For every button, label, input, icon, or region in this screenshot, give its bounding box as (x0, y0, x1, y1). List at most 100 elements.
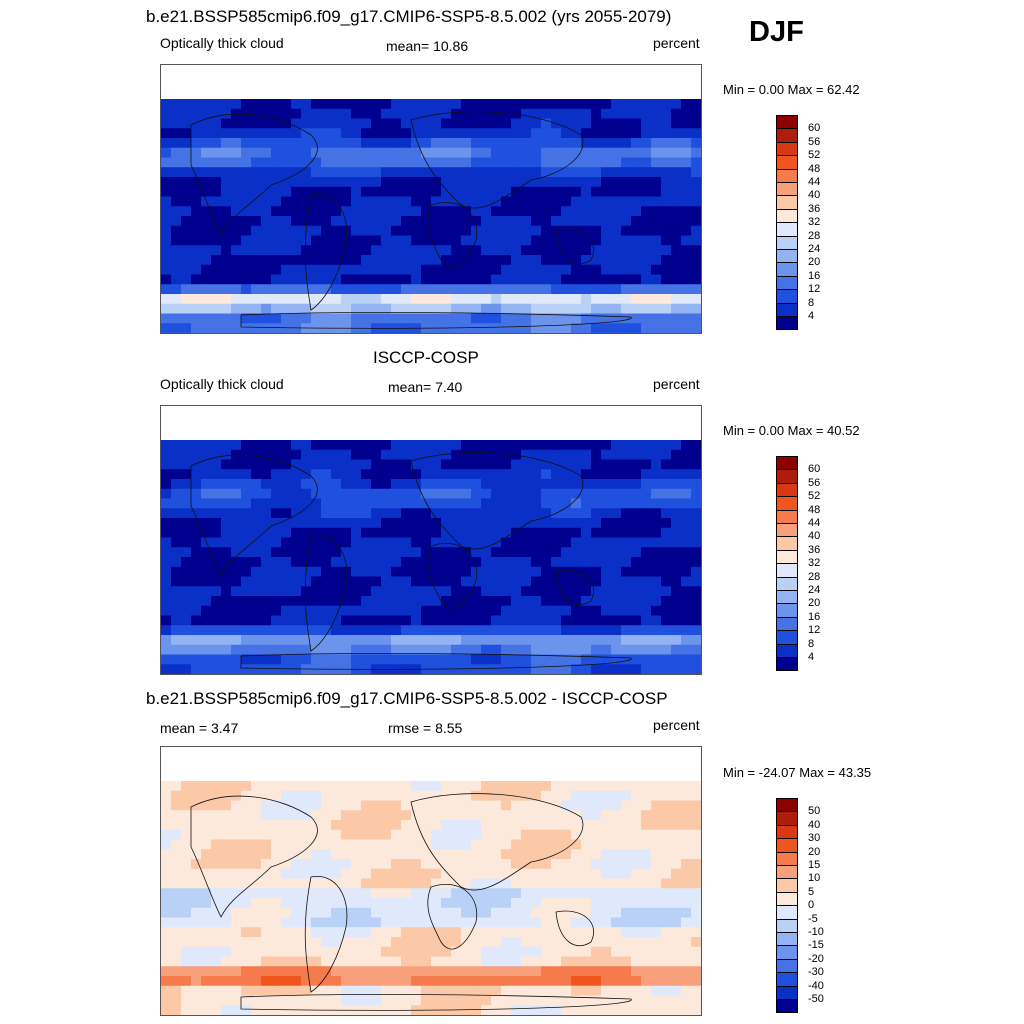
coastline (427, 884, 478, 950)
panel-3-minmax: Min = -24.07 Max = 43.35 (723, 765, 872, 780)
colorbar-box (776, 222, 798, 237)
colorbar-tick-label: 36 (808, 202, 821, 215)
colorbar-box (776, 985, 798, 1000)
colorbar-box (776, 972, 798, 987)
colorbar-box (776, 798, 798, 812)
colorbar-tick-label: -30 (808, 966, 824, 979)
colorbar-tick-label: 56 (808, 476, 821, 489)
colorbar-box (776, 918, 798, 933)
colorbar-tick-label: -10 (808, 926, 824, 938)
season-label: DJF (749, 16, 804, 48)
colorbar-box (776, 523, 798, 537)
colorbar-box (776, 275, 798, 290)
colorbar-tick-label: 28 (808, 229, 821, 242)
panel-1-variable-label: Optically thick cloud (160, 35, 284, 51)
colorbar-box (776, 289, 798, 304)
coastline (555, 569, 594, 606)
colorbar-tick-label: 10 (808, 872, 821, 885)
colorbar-box (776, 657, 798, 671)
colorbar-box (776, 824, 798, 839)
panel-3-units-label: percent (653, 717, 700, 733)
panel-2-minmax: Min = 0.00 Max = 40.52 (723, 423, 860, 438)
colorbar-box (776, 469, 798, 484)
colorbar-box (776, 630, 798, 645)
coastline (240, 993, 632, 1011)
colorbar-tick-label: 40 (808, 189, 821, 202)
panel-2-variable-label: Optically thick cloud (160, 376, 284, 392)
colorbar-tick-label: 5 (808, 885, 815, 898)
colorbar-tick-label: 12 (808, 283, 821, 296)
colorbar-tick-label: 32 (808, 216, 821, 229)
coastline (410, 452, 584, 550)
colorbar-tick-label: 36 (808, 543, 821, 556)
colorbar-tick-label: 48 (808, 162, 821, 175)
diff-map (160, 746, 702, 1016)
colorbar-box (776, 838, 798, 853)
coastline (304, 875, 348, 993)
coastline (410, 793, 584, 891)
colorbar-box (776, 482, 798, 497)
colorbar-box (776, 878, 798, 893)
model-map (160, 64, 702, 334)
panel-3-mean-label: mean = 3.47 (160, 720, 239, 736)
panel-1-title: b.e21.BSSP585cmip6.f09_g17.CMIP6-SSP5-8.… (146, 7, 672, 26)
colorbar-box (776, 235, 798, 250)
panel-1-units-label: percent (653, 35, 700, 51)
coastline (410, 111, 584, 209)
colorbar-box (776, 549, 798, 564)
colorbar-tick-label: 50 (808, 805, 821, 818)
panel-2-title: ISCCP-COSP (373, 348, 479, 367)
colorbar-box (776, 865, 798, 879)
panel-1-mean-label: mean= 10.86 (386, 38, 469, 54)
colorbar-box (776, 891, 798, 906)
colorbar-tick-label: 30 (808, 832, 821, 845)
colorbar-box (776, 208, 798, 223)
colorbar-tick-label: 44 (808, 176, 821, 188)
colorbar-box (776, 128, 798, 143)
colorbar-box (776, 456, 798, 470)
colorbar-tick-label: 28 (808, 570, 821, 583)
colorbar-tick-label: 16 (808, 610, 821, 623)
colorbar-box (776, 262, 798, 277)
coastline (555, 228, 594, 265)
colorbar-box (776, 182, 798, 196)
coastline (240, 652, 632, 670)
obs-map (160, 405, 702, 675)
colorbar-tick-label: 60 (808, 463, 821, 476)
colorbar-tick-label: 20 (808, 597, 821, 610)
colorbar-tick-label: 32 (808, 557, 821, 570)
colorbar-box (776, 958, 798, 973)
colorbar-box (776, 141, 798, 156)
colorbar-tick-label: 56 (808, 135, 821, 148)
colorbar-box (776, 905, 798, 920)
colorbar-box (776, 590, 798, 604)
colorbar-tick-label: -5 (808, 912, 818, 925)
colorbar-tick-label: -15 (808, 939, 824, 952)
colorbar-box (776, 249, 798, 263)
colorbar-tick-label: 48 (808, 503, 821, 516)
colorbar-box (776, 195, 798, 210)
colorbar-tick-label: 60 (808, 122, 821, 135)
colorbar-box (776, 563, 798, 578)
colorbar-box (776, 536, 798, 551)
colorbar-tick-label: 16 (808, 269, 821, 282)
colorbar-tick-label: 52 (808, 149, 821, 162)
coastline (190, 795, 318, 918)
colorbar-box (776, 496, 798, 511)
coastline (427, 202, 478, 268)
colorbar-tick-label: -20 (808, 952, 824, 965)
panel-3-rmse-label: rmse = 8.55 (388, 720, 463, 736)
colorbar-tick-label: 4 (808, 310, 815, 322)
colorbar-box (776, 316, 798, 330)
colorbar-box (776, 155, 798, 170)
colorbar-box (776, 302, 798, 317)
colorbar-box (776, 509, 798, 524)
colorbar-box (776, 616, 798, 631)
coastline (240, 311, 632, 329)
colorbar-tick-label: 12 (808, 624, 821, 637)
colorbar-box (776, 945, 798, 960)
colorbar-tick-label: 4 (808, 651, 815, 663)
colorbar-tick-label: -50 (808, 993, 824, 1005)
colorbar-tick-label: 24 (808, 584, 821, 596)
colorbar-tick-label: 40 (808, 818, 821, 831)
